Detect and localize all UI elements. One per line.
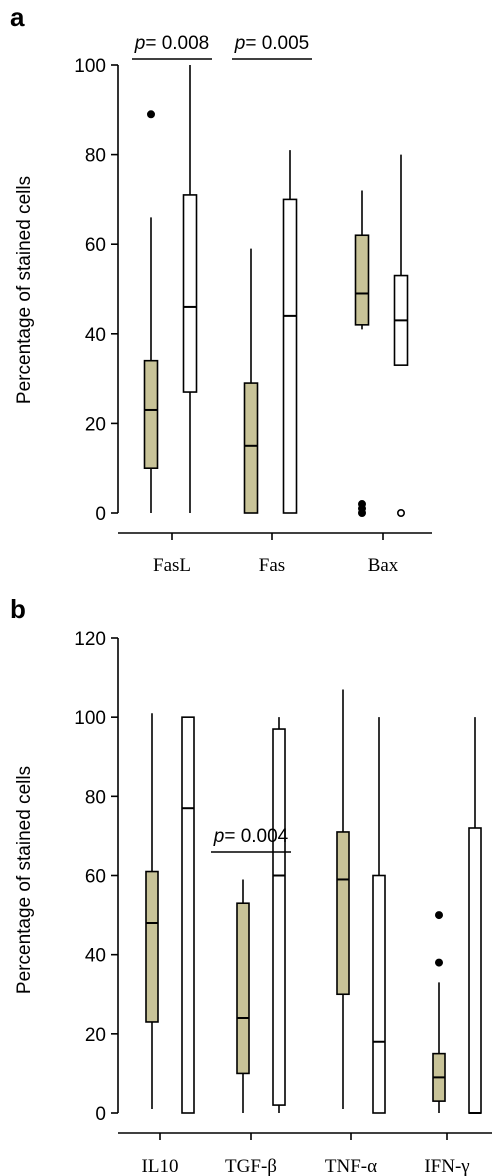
y-tick-label: 40 xyxy=(85,325,106,346)
p-value-label: p= 0.004 xyxy=(213,826,289,847)
box-filled-fasl xyxy=(143,110,159,513)
box-open-ifn- xyxy=(468,717,482,1114)
panel-letter: a xyxy=(10,2,25,32)
box-iqr xyxy=(181,716,195,1114)
box-iqr xyxy=(468,827,482,1114)
p-symbol: p xyxy=(234,33,246,54)
box-open-fas xyxy=(282,150,298,514)
y-axis-label: Percentage of stained cells xyxy=(14,176,35,404)
box-filled-fas xyxy=(243,248,259,514)
box-iqr xyxy=(272,728,286,1106)
y-tick-label: 40 xyxy=(85,946,106,967)
x-tick-label: IL10 xyxy=(142,1156,179,1176)
y-tick-label: 80 xyxy=(85,146,106,167)
box-filled-ifn- xyxy=(432,911,446,1113)
x-tick-label: TNF-α xyxy=(325,1156,377,1176)
x-tick-label: Fas xyxy=(259,555,285,576)
box-iqr xyxy=(145,870,159,1023)
box-iqr xyxy=(282,198,298,514)
y-tick-label: 100 xyxy=(74,56,106,77)
y-tick-label: 20 xyxy=(85,414,106,435)
box-iqr xyxy=(182,194,198,393)
outlier-point xyxy=(147,110,156,119)
box-iqr xyxy=(354,234,370,326)
box-iqr xyxy=(372,874,386,1114)
box-open-fasl xyxy=(182,65,198,513)
box-open-tgf- xyxy=(272,717,286,1113)
y-tick-label: 120 xyxy=(74,629,106,650)
y-tick-label: 60 xyxy=(85,867,106,888)
box-iqr xyxy=(143,359,159,469)
panel-letter: b xyxy=(10,594,26,624)
p-symbol: p xyxy=(134,33,146,54)
box-iqr xyxy=(243,382,259,514)
box-open-il10 xyxy=(181,716,195,1114)
y-tick-label: 0 xyxy=(95,1104,106,1125)
y-tick-label: 0 xyxy=(95,504,106,525)
box-filled-tnf- xyxy=(336,689,350,1110)
panel-a: a 0 20 40 60 80 100 Percentage of stained cells… xyxy=(10,2,432,576)
box-open-tnf- xyxy=(372,717,386,1114)
p-value-text: = 0.008 xyxy=(145,33,209,54)
outlier-point xyxy=(357,500,366,509)
outlier-point xyxy=(396,508,405,517)
y-tick-label: 20 xyxy=(85,1025,106,1046)
p-value-text: = 0.004 xyxy=(224,826,288,847)
p-value-label: p= 0.005 xyxy=(234,33,310,54)
y-tick-label: 100 xyxy=(74,708,106,729)
panel-b: b 0 20 40 60 80 100 120 Percentage of stained ce… xyxy=(10,594,492,1176)
x-tick-label: IFN-γ xyxy=(424,1156,469,1176)
p-value-label: p= 0.008 xyxy=(134,33,210,54)
x-tick-label: Bax xyxy=(368,555,399,576)
x-tick-label: FasL xyxy=(153,555,191,576)
y-tick-label: 60 xyxy=(85,235,106,256)
box-filled-bax xyxy=(354,190,370,517)
p-value-text: = 0.005 xyxy=(245,33,309,54)
box-filled-il10 xyxy=(145,713,159,1110)
p-symbol: p xyxy=(213,826,225,847)
outlier-point xyxy=(434,911,443,920)
y-tick-label: 80 xyxy=(85,787,106,808)
box-iqr xyxy=(236,902,250,1075)
box-iqr xyxy=(336,831,350,996)
outlier-point xyxy=(434,958,443,967)
box-filled-tgf- xyxy=(236,879,250,1113)
x-tick-label: TGF-β xyxy=(225,1156,277,1176)
box-open-bax xyxy=(393,154,409,517)
y-axis-label: Percentage of stained cells xyxy=(14,766,35,994)
